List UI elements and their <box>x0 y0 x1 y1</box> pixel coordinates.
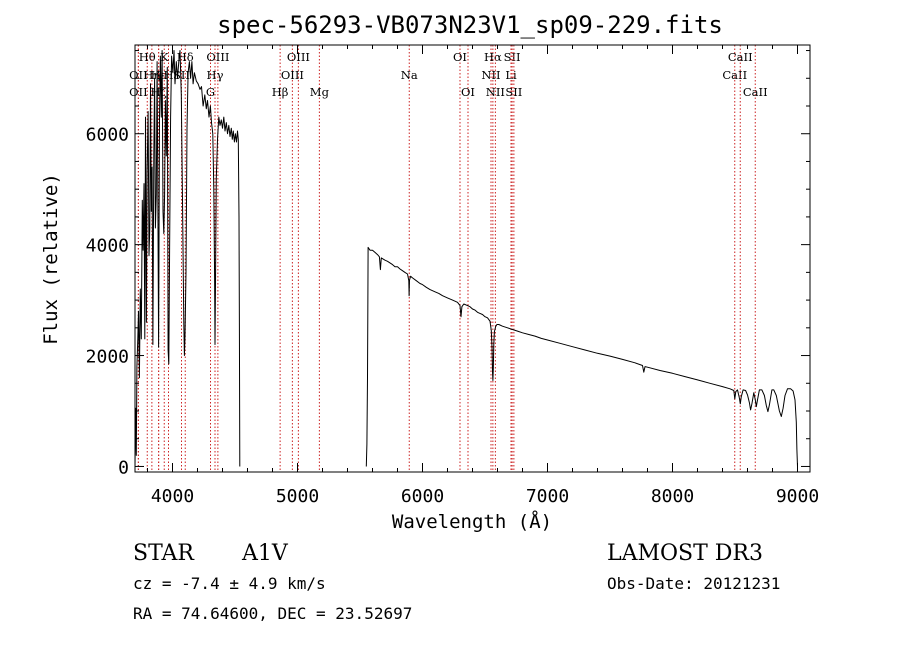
marker-label-20: NII <box>481 68 500 82</box>
spectral-subclass: A1V <box>241 541 289 566</box>
marker-label-27: CaII <box>728 50 753 64</box>
marker-label-23: Li <box>505 68 517 82</box>
marker-label-2: OII <box>129 85 148 99</box>
x-axis-label: Wavelength (Å) <box>392 510 552 533</box>
x-axis-ticks: 4000 5000 6000 7000 8000 9000 <box>147 45 819 507</box>
coordinates-info: RA = 74.64600, DEC = 23.52697 <box>133 604 412 623</box>
marker-label-16: Mg <box>310 85 330 99</box>
x-tick-label-2: 6000 <box>401 486 444 507</box>
marker-label-15: OIII <box>287 50 310 64</box>
x-tick-label-5: 9000 <box>776 486 819 507</box>
y-tick-label-2: 4000 <box>86 236 129 257</box>
x-tick-label-0: 4000 <box>151 486 194 507</box>
y-tick-label-3: 6000 <box>86 125 129 146</box>
marker-label-19: OI <box>461 85 475 99</box>
marker-label-10: OIII <box>206 50 229 64</box>
y-tick-label-1: 2000 <box>86 347 129 368</box>
spectrum-series <box>134 50 798 467</box>
marker-label-21: Hα <box>484 50 502 64</box>
marker-label-11: Hγ <box>207 68 224 82</box>
observation-date: Obs-Date: 20121231 <box>607 574 780 593</box>
marker-label-14: OIII <box>281 68 304 82</box>
x-tick-label-1: 5000 <box>276 486 319 507</box>
marker-label-25: SII <box>505 85 522 99</box>
plot-frame <box>134 44 811 473</box>
marker-label-12: G <box>206 85 215 99</box>
survey-name: LAMOST DR3 <box>607 541 763 566</box>
marker-label-28: CaII <box>743 85 768 99</box>
spectrum-segment-0 <box>134 50 241 467</box>
marker-label-9: Hδ <box>177 50 194 64</box>
marker-label-18: OI <box>453 50 467 64</box>
y-axis-ticks: 0 2000 4000 6000 <box>86 50 810 478</box>
object-class: STAR <box>133 541 195 566</box>
x-tick-label-3: 7000 <box>526 486 569 507</box>
spectrum-segment-1 <box>365 246 798 467</box>
marker-label-13: Hβ <box>272 85 289 99</box>
marker-label-3: Hη <box>143 68 160 82</box>
x-tick-label-4: 8000 <box>651 486 694 507</box>
marker-label-22: NII <box>486 85 505 99</box>
marker-label-6: K <box>160 50 169 64</box>
y-axis-label: Flux (relative) <box>40 173 62 345</box>
marker-label-1: OII <box>129 68 148 82</box>
redshift-info: cz = -7.4 ± 4.9 km/s <box>133 574 326 593</box>
chart-title: spec-56293-VB073N23V1_sp09-229.fits <box>217 11 723 39</box>
y-tick-label-0: 0 <box>118 457 129 478</box>
marker-label-7: H <box>163 68 173 82</box>
marker-label-24: SII <box>504 50 521 64</box>
marker-label-17: Na <box>401 68 418 82</box>
marker-label-26: CaII <box>722 68 747 82</box>
marker-label-0: Hθ <box>139 50 156 64</box>
